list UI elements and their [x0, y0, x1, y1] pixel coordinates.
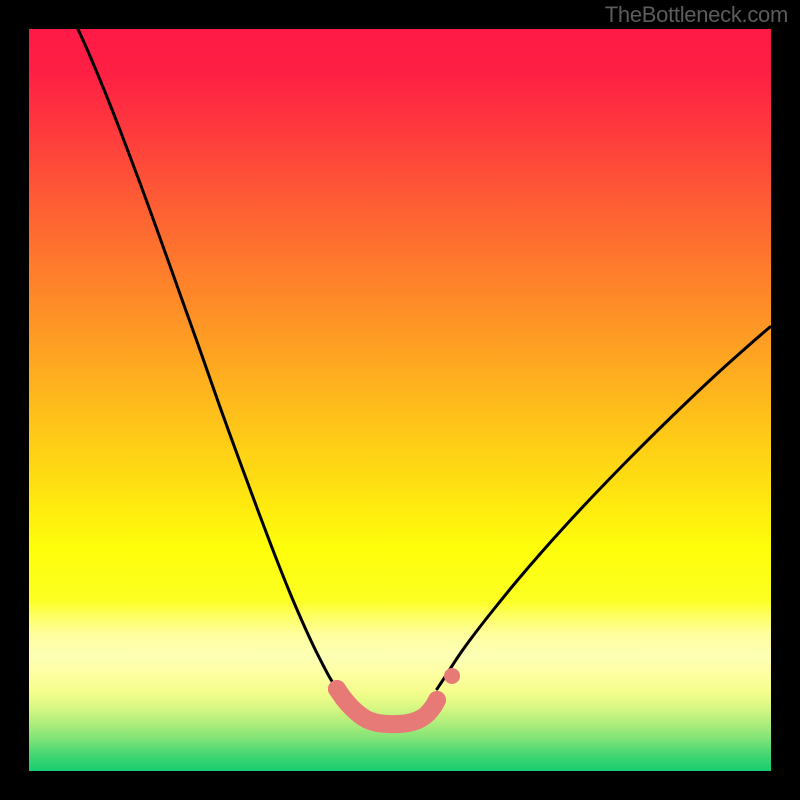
curve-right: [437, 327, 770, 689]
plot-area: [29, 29, 771, 771]
watermark-text: TheBottleneck.com: [605, 2, 788, 28]
valley-dot-2: [444, 668, 460, 684]
curves-overlay: [29, 29, 771, 771]
valley-dot-1: [428, 691, 446, 709]
valley-dot-0: [328, 680, 346, 698]
chart-frame: TheBottleneck.com: [0, 0, 800, 800]
valley-highlight-segment: [337, 689, 437, 724]
curve-left: [78, 29, 337, 689]
